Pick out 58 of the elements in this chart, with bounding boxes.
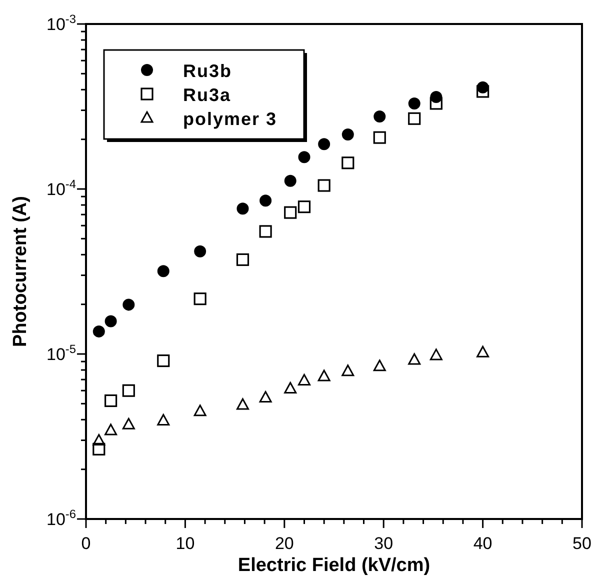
point <box>318 138 330 150</box>
point <box>104 315 117 328</box>
point <box>318 370 330 382</box>
point <box>260 194 272 207</box>
x-axis-title: Electric Field (kV/cm) <box>238 555 430 576</box>
point <box>104 394 118 408</box>
point <box>284 206 297 219</box>
point <box>298 374 310 386</box>
legend-label: Ru3a <box>183 85 232 105</box>
point <box>236 202 249 215</box>
x-tick-label: 0 <box>81 534 91 553</box>
point <box>236 253 250 266</box>
point <box>374 110 386 123</box>
point <box>122 418 135 430</box>
point <box>157 354 170 368</box>
point <box>476 85 490 98</box>
point <box>298 151 310 164</box>
y-axis-title: Photocurrent (A) <box>10 196 31 347</box>
y-tick-label: 10$^{-3}$ <box>46 12 76 34</box>
point <box>194 292 206 306</box>
point <box>318 179 330 192</box>
point <box>298 200 311 214</box>
point <box>157 414 170 426</box>
point <box>157 265 170 278</box>
point <box>194 245 206 258</box>
point <box>104 424 118 436</box>
x-tick-label: 30 <box>374 534 394 553</box>
point <box>122 298 135 311</box>
point <box>284 382 297 394</box>
point <box>92 325 105 338</box>
point <box>236 398 249 410</box>
x-tick-label: 40 <box>473 534 492 553</box>
point <box>430 97 442 110</box>
point <box>259 391 272 403</box>
point <box>476 346 490 358</box>
x-tick-label: 50 <box>572 534 592 553</box>
x-tick-label: 10 <box>176 534 195 553</box>
y-tick-label: 10$^{-4}$ <box>46 177 76 199</box>
point <box>92 442 106 456</box>
legend-label: Ru3b <box>183 61 232 81</box>
y-tick-label: 10$^{-5}$ <box>46 342 76 364</box>
point <box>122 384 135 397</box>
point <box>342 364 354 376</box>
point <box>92 434 106 446</box>
point <box>408 97 420 110</box>
point <box>342 156 354 170</box>
point <box>259 225 272 238</box>
y-tick-label: 10$^{-6}$ <box>46 507 76 529</box>
x-tick-label: 20 <box>274 534 294 553</box>
point <box>194 404 206 416</box>
point <box>373 131 386 144</box>
point <box>284 174 296 187</box>
point <box>342 128 354 140</box>
point <box>408 353 421 365</box>
point <box>373 360 386 372</box>
point <box>430 348 442 360</box>
legend-label: polymer 3 <box>183 109 278 129</box>
point <box>408 112 421 125</box>
